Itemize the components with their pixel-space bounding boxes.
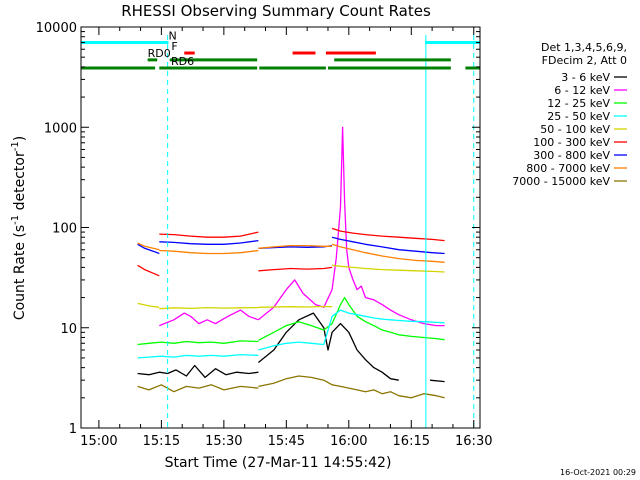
axis-layer: 1 10 100 1000 10000 15:00 15:15 15:30 15:45 16:00…	[36, 21, 493, 449]
legend-label-300-800-kev: 300 - 800 keV	[533, 149, 610, 162]
x-tick-label: 15:15	[143, 434, 180, 449]
legend-label-3-6-kev: 3 - 6 keV	[561, 71, 610, 84]
series-line-800-7000-kev	[258, 244, 333, 249]
series-12-25-kev	[137, 296, 445, 346]
y-axis-label: Count Rate (s-1 detector-1)	[10, 136, 28, 320]
series-line-3-6-kev	[257, 312, 399, 381]
y-tick-label: 1	[69, 422, 77, 437]
legend-label-7000-15000-kev: 7000 - 15000 keV	[512, 175, 610, 188]
legend: Det 1,3,4,5,6,9, FDecim 2, Att 0 3 - 6 k…	[512, 41, 627, 188]
legend-label-50-100-kev: 50 - 100 keV	[540, 123, 610, 136]
series-25-50-kev	[137, 309, 445, 359]
legend-label-800-7000-kev: 800 - 7000 keV	[526, 162, 610, 175]
legend-header-line-1: Det 1,3,4,5,6,9,	[541, 41, 627, 54]
series-line-300-800-kev	[331, 236, 445, 255]
series-line-800-7000-kev	[331, 243, 445, 263]
series-line-7000-15000-kev	[137, 384, 259, 393]
series-7000-15000-kev	[137, 375, 445, 399]
series-line-800-7000-kev	[159, 249, 259, 255]
series-800-7000-kev	[137, 242, 445, 263]
plot-frame	[80, 26, 481, 429]
series-line-50-100-kev	[137, 302, 160, 308]
y-tick-label: 10000	[36, 21, 77, 36]
series-line-100-300-kev	[159, 231, 259, 238]
series-line-3-6-kev	[429, 379, 445, 383]
x-tick-label: 15:45	[268, 434, 305, 449]
flag-label-rd6: RD6	[171, 55, 194, 68]
marker-layer	[80, 35, 475, 428]
flag-label-f: F	[171, 40, 177, 53]
series-line-12-25-kev	[137, 340, 259, 346]
series-line-7000-15000-kev	[258, 375, 445, 399]
legend-label-6-12-kev: 6 - 12 keV	[554, 84, 610, 97]
series-layer	[137, 126, 445, 399]
legend-header-line-2: FDecim 2, Att 0	[542, 54, 627, 67]
series-line-800-7000-kev	[137, 242, 160, 251]
series-3-6-kev	[137, 312, 445, 383]
series-line-100-300-kev	[331, 227, 445, 242]
x-axis-label: Start Time (27-Mar-11 14:55:42)	[165, 455, 392, 471]
x-tick-label: 16:30	[455, 434, 492, 449]
series-line-50-100-kev	[332, 264, 445, 273]
series-line-3-6-kev	[137, 364, 259, 379]
series-line-100-300-kev	[137, 264, 160, 277]
series-6-12-kev	[159, 126, 445, 327]
series-100-300-kev	[137, 227, 445, 277]
series-line-25-50-kev	[137, 353, 259, 359]
series-line-6-12-kev	[159, 309, 259, 327]
x-tick-label: 15:00	[80, 434, 117, 449]
footer-timestamp: 16-Oct-2021 00:29	[560, 468, 636, 477]
y-tick-label: 10	[60, 322, 77, 337]
flag-label-rd0: RD0	[148, 47, 171, 60]
series-line-300-800-kev	[159, 239, 259, 245]
series-line-25-50-kev	[258, 309, 445, 351]
series-line-6-12-kev	[257, 126, 445, 327]
series-line-50-100-kev	[159, 306, 259, 310]
legend-label-12-25-kev: 12 - 25 keV	[547, 97, 610, 110]
series-line-12-25-kev	[258, 296, 445, 341]
x-tick-label: 15:30	[205, 434, 242, 449]
x-tick-label: 16:15	[393, 434, 430, 449]
series-50-100-kev	[137, 264, 445, 310]
flag-label-n: N	[168, 30, 176, 43]
series-line-50-100-kev	[258, 305, 333, 308]
y-tick-label: 100	[52, 222, 77, 237]
legend-label-25-50-kev: 25 - 50 keV	[547, 110, 610, 123]
legend-label-100-300-kev: 100 - 300 keV	[533, 136, 610, 149]
chart-title: RHESSI Observing Summary Count Rates	[121, 2, 431, 20]
series-line-100-300-kev	[258, 266, 333, 272]
series-line-300-800-kev	[137, 243, 160, 255]
x-tick-label: 16:00	[330, 434, 367, 449]
y-tick-label: 1000	[44, 121, 77, 136]
